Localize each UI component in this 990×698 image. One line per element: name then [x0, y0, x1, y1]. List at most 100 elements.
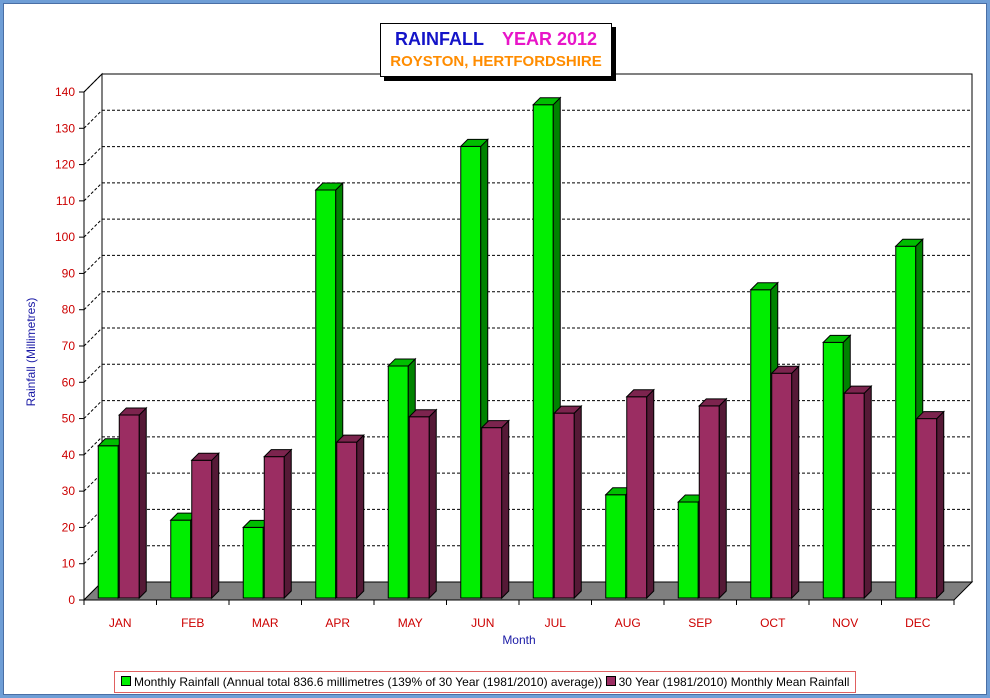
bar-monthly [97, 445, 119, 599]
bar-top-mean [553, 405, 583, 414]
title-line: RAINFALL YEAR 2012 [381, 29, 611, 50]
y-tick-label: 110 [56, 194, 75, 208]
x-tick-label: AUG [615, 616, 641, 630]
bar-top-monthly [894, 238, 924, 247]
y-tick-label: 10 [62, 557, 76, 571]
bar-top-mean [190, 452, 220, 461]
y-tick-label: 130 [55, 121, 75, 135]
bar-top-mean [843, 385, 873, 394]
x-tick-label: JUN [471, 616, 494, 630]
bar-monthly [315, 189, 337, 599]
gridline-side [83, 363, 103, 383]
x-tick-label: APR [325, 616, 350, 630]
legend-entry-mean: 30 Year (1981/2010) Monthly Mean Rainfal… [605, 672, 850, 692]
gridline-side [83, 255, 103, 274]
bar-mean [481, 427, 503, 599]
y-tick-label: 50 [62, 412, 76, 426]
bar-top-mean [698, 398, 728, 407]
gridline-side [83, 327, 103, 347]
bar-side-mean [936, 410, 945, 600]
bar-top-mean [770, 365, 800, 374]
bar-top-mean [335, 434, 365, 443]
axis-labels: 0 10 20 30 40 50 60 70 80 90 100 110 120 130 140 JAN FEB… [24, 85, 931, 647]
bar-top-mean [915, 411, 945, 420]
bar-monthly [170, 519, 192, 599]
bar-monthly [605, 494, 627, 599]
bar-side-mean [138, 406, 147, 600]
chart-subtitle: ROYSTON, HERTFORDSHIRE [390, 53, 602, 70]
y-tick-label: 140 [55, 85, 75, 99]
bar-monthly [242, 526, 264, 599]
x-tick-label: JAN [109, 616, 132, 630]
axes [79, 91, 955, 605]
x-tick-label: DEC [905, 616, 931, 630]
bar-mean [118, 414, 140, 599]
bar-side-mean [718, 397, 727, 600]
legend-label-mean: 30 Year (1981/2010) Monthly Mean Rainfal… [618, 675, 850, 689]
gridline-side [83, 291, 103, 311]
bar-mean [553, 412, 575, 599]
y-tick-label: 120 [55, 158, 75, 172]
bar-top-mean [625, 389, 655, 398]
gridline-side [83, 109, 103, 129]
y-tick-label: 90 [62, 266, 76, 280]
x-tick-label: SEP [688, 616, 712, 630]
y-tick-label: 70 [62, 339, 76, 353]
y-tick-label: 20 [62, 520, 76, 534]
bar-side-mean [283, 448, 292, 600]
bar-top-mean [263, 449, 293, 458]
bar-monthly [460, 145, 482, 599]
bar-mean [408, 416, 430, 599]
chart-title-year: YEAR 2012 [501, 29, 598, 49]
gridline-side [83, 436, 103, 456]
bar-top-monthly [387, 358, 417, 367]
bar-side-mean [863, 384, 872, 600]
bar-mean [916, 418, 938, 599]
x-tick-label: JUL [545, 616, 567, 630]
x-axis-label: Month [502, 633, 535, 647]
legend-entry-monthly: Monthly Rainfall (Annual total 836.6 mil… [121, 672, 602, 692]
gridline-side [83, 73, 103, 93]
legend-label-monthly: Monthly Rainfall (Annual total 836.6 mil… [134, 675, 603, 689]
bar-monthly [387, 365, 409, 599]
bar-mean [336, 441, 358, 599]
bar-top-mean [118, 407, 148, 416]
bar-monthly [822, 341, 844, 599]
y-tick-label: 30 [62, 484, 76, 498]
bar-monthly [895, 245, 917, 599]
bar-mean [771, 372, 793, 599]
bars [97, 96, 945, 600]
bar-top-monthly [532, 97, 562, 106]
title-box: RAINFALL YEAR 2012 ROYSTON, HERTFORDSHIRE [380, 23, 612, 77]
bar-side-mean [646, 388, 655, 600]
y-axis-label: Rainfall (Millimetres) [24, 298, 38, 407]
gridline-side [83, 400, 103, 419]
y-tick-label: 80 [62, 303, 76, 317]
bar-top-mean [408, 409, 438, 418]
legend-swatch-monthly [121, 676, 131, 686]
gridline-side [83, 146, 103, 165]
bar-mean [843, 392, 865, 599]
bar-monthly [750, 289, 772, 599]
x-tick-label: OCT [760, 616, 786, 630]
chart-frame: 0 10 20 30 40 50 60 70 80 90 100 110 120 130 140 JAN FEB… [3, 3, 987, 695]
x-tick-label: NOV [832, 616, 858, 630]
bar-side-mean [428, 408, 437, 600]
y-tick-label: 0 [68, 593, 75, 607]
y-tick-label: 60 [62, 375, 76, 389]
y-tick-label: 100 [55, 230, 75, 244]
bar-side-mean [356, 433, 365, 600]
x-tick-label: MAR [252, 616, 279, 630]
bar-side-mean [501, 419, 510, 600]
x-tick-label: FEB [181, 616, 204, 630]
bar-mean [263, 456, 285, 599]
bar-top-mean [480, 420, 510, 429]
legend-swatch-mean [605, 676, 616, 686]
bar-top-monthly [314, 182, 344, 191]
bar-top-monthly [749, 282, 779, 291]
bar-mean [191, 459, 213, 599]
bar-side-mean [211, 452, 220, 600]
bar-top-monthly [459, 138, 489, 147]
bar-mean [626, 396, 648, 599]
gridline-side [83, 218, 103, 238]
